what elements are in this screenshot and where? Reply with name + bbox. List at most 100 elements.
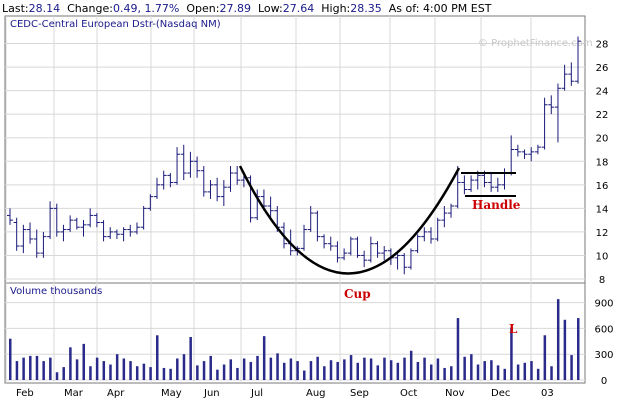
price-y-tick: 18 — [596, 157, 609, 168]
volume-bar — [156, 335, 159, 380]
x-tick-label: Oct — [400, 388, 417, 399]
ohlc-bar — [234, 165, 241, 185]
ohlc-bar — [214, 177, 221, 202]
ohlc-bar — [180, 144, 187, 181]
volume-bar — [115, 354, 119, 380]
volume-bar — [470, 354, 473, 380]
ohlc-bar — [127, 224, 134, 237]
price-y-tick: 10 — [596, 251, 609, 262]
x-tick-label: Mar — [64, 388, 84, 399]
watermark-text: © ProphetFinance.com — [478, 38, 593, 49]
price-panel — [4, 15, 586, 284]
ohlc-bar — [247, 175, 254, 223]
volume-bar — [162, 367, 166, 380]
price-y-tick: 20 — [596, 134, 609, 145]
ohlc-bar — [534, 144, 541, 155]
ohlc-bar — [347, 236, 354, 256]
change-value: 0.49, 1.77% — [112, 2, 180, 15]
volume-bar — [429, 364, 433, 380]
volume-bar — [222, 364, 226, 380]
ohlc-bar — [541, 97, 548, 150]
volume-bar — [503, 368, 506, 380]
ohlc-bar — [33, 229, 40, 258]
volume-bar — [523, 362, 527, 380]
volume-bar — [189, 337, 192, 380]
ohlc-bar — [133, 222, 140, 235]
quote-header: Last:28.14 Change:0.49, 1.77% Open:27.89… — [2, 2, 491, 15]
ohlc-bar — [53, 203, 60, 237]
volume-bar — [9, 338, 12, 380]
volume-bar — [262, 336, 266, 380]
ohlc-bar — [307, 206, 314, 232]
ohlc-bar — [140, 206, 147, 230]
volume-bar — [82, 343, 86, 380]
open-value: 27.89 — [219, 2, 251, 15]
ohlc-bar — [154, 177, 161, 199]
volume-bar — [416, 361, 420, 380]
volume-bar — [536, 368, 540, 380]
ohlc-bar — [327, 236, 334, 251]
ohlc-bar — [120, 227, 127, 242]
volume-bar — [316, 356, 319, 380]
ohlc-bar — [301, 224, 308, 251]
asof-value: 4:00 PM EST — [422, 2, 492, 15]
ohlc-bar — [167, 173, 174, 188]
x-axis: Feb Mar Apr May Jun Jul Aug Sep Oct Nov Dec 03 — [16, 388, 554, 399]
volume-bar — [383, 357, 386, 380]
ohlc-bar — [401, 253, 408, 275]
volume-bar — [463, 356, 466, 380]
volume-bar — [249, 361, 253, 380]
volume-bar — [570, 355, 573, 380]
ohlc-bar — [367, 236, 374, 263]
high-label: High: — [321, 2, 351, 15]
volume-y-tick: 0 — [601, 376, 607, 387]
price-chart-title: CEDC-Central European Dstr-(Nasdaq NM) — [10, 19, 221, 30]
asof-label: As of: — [388, 2, 420, 15]
ohlc-bar — [354, 236, 361, 258]
open-label: Open: — [186, 2, 220, 15]
volume-bar — [396, 362, 400, 380]
ohlc-bar — [13, 217, 20, 251]
volume-bar — [196, 365, 199, 380]
x-tick-label: Aug — [306, 388, 326, 399]
price-y-tick: 14 — [596, 204, 609, 215]
volume-bar — [510, 327, 513, 380]
volume-bar — [490, 360, 493, 380]
volume-bar — [282, 362, 286, 380]
volume-bar — [29, 355, 32, 380]
ohlc-bar — [100, 220, 107, 242]
volume-bar — [496, 365, 500, 380]
volume-bar — [443, 367, 446, 380]
volume-bar — [229, 359, 233, 380]
ohlc-bar — [414, 234, 421, 254]
volume-l-label: L — [509, 322, 518, 336]
x-tick-label: Jul — [250, 388, 263, 399]
low-value: 27.64 — [282, 2, 315, 15]
ohlc-bar — [207, 180, 214, 199]
volume-bar — [423, 357, 426, 380]
volume-bar — [556, 299, 560, 380]
ohlc-bar — [461, 175, 468, 195]
ohlc-bar — [528, 147, 535, 162]
volume-bar — [476, 364, 480, 380]
x-tick-label: Feb — [16, 388, 34, 399]
ohlc-bar — [421, 227, 428, 242]
ohlc-bar — [554, 83, 561, 143]
volume-bar — [129, 361, 132, 380]
volume-bar — [296, 361, 299, 380]
ohlc-bar — [427, 227, 434, 244]
x-tick-label: Apr — [107, 388, 125, 399]
volume-bar — [109, 364, 112, 380]
grid-lines — [5, 16, 585, 383]
volume-bar — [55, 372, 59, 380]
volume-bar — [89, 366, 92, 380]
volume-bar — [202, 361, 206, 380]
volume-bar — [409, 350, 413, 380]
ohlc-bar — [494, 177, 501, 192]
ohlc-bar — [361, 250, 368, 268]
ohlc-bar — [314, 210, 321, 242]
price-y-tick: 24 — [596, 87, 609, 98]
ohlc-bar — [187, 151, 194, 178]
volume-bar — [329, 360, 333, 380]
x-tick-label: May — [161, 388, 182, 399]
